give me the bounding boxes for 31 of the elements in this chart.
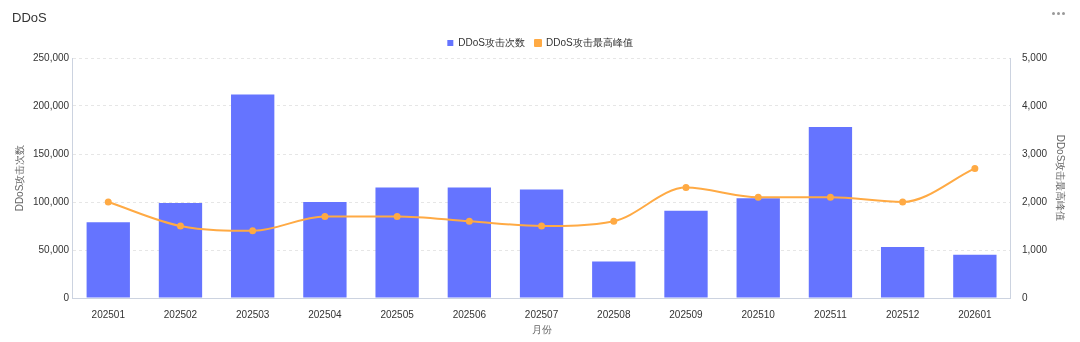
x-tick-label: 202505 [380,308,415,320]
x-tick-label: 202504 [308,308,343,320]
x-tick-label: 202511 [814,308,848,320]
y2-axis-title: DDoS攻击最高峰值 [1055,134,1067,222]
x-tick-label: 202508 [597,308,631,320]
y-tick-label: 100,000 [32,195,70,207]
y2-tick-label: 3,000 [1021,147,1048,159]
y-tick-label: 50,000 [38,243,70,255]
y-axis-title: DDoS攻击次数 [13,144,25,212]
y2-tick-label: 4,000 [1021,99,1048,111]
x-tick-label: 202506 [452,308,487,320]
legend-label: DDoS攻击次数 [458,36,526,48]
x-tick-label: 202510 [741,308,776,320]
legend-label: DDoS攻击最高峰值 [546,36,633,48]
x-axis-title: 月份 [531,323,552,335]
x-tick-label: 202601 [958,308,992,320]
y2-tick-label: 1,000 [1021,243,1048,255]
y-tick-label: 250,000 [32,51,70,63]
x-tick-label: 202503 [236,308,270,320]
x-tick-label: 202512 [885,308,920,320]
x-tick-label: 202502 [163,308,198,320]
y2-tick-label: 5,000 [1021,51,1048,63]
x-tick-label: 202501 [91,308,126,320]
y2-tick-label: 0 [1021,291,1028,303]
x-tick-label: 202509 [669,308,704,320]
chart-title: DDoS [12,10,47,25]
y-tick-label: 0 [63,291,70,303]
y-tick-label: 150,000 [32,147,70,159]
y-tick-label: 200,000 [32,99,70,111]
y2-tick-label: 2,000 [1021,195,1048,207]
x-tick-label: 202507 [524,308,559,320]
